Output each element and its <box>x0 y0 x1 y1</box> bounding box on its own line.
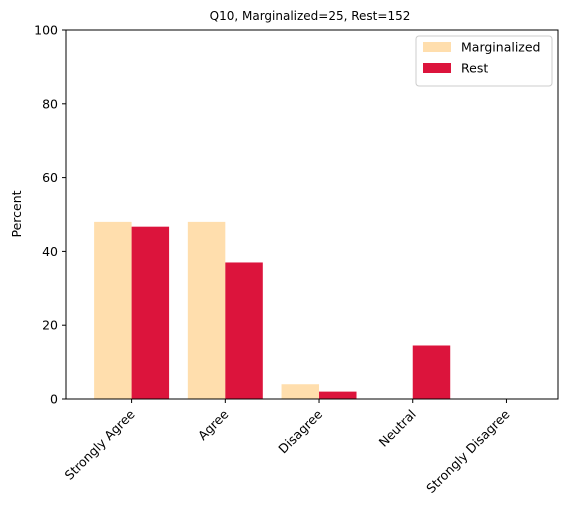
x-tick-label: Disagree <box>275 406 325 456</box>
plot-frame <box>65 29 559 400</box>
legend-swatch-marginalized <box>423 42 451 52</box>
bar-rest-0 <box>131 226 170 399</box>
legend-swatch-rest <box>423 63 451 73</box>
bars-group <box>94 221 451 399</box>
legend: Marginalized Rest <box>415 35 553 87</box>
bar-marginalized-1 <box>187 221 226 399</box>
y-tick-label: 0 <box>50 392 58 407</box>
x-tick-label: Neutral <box>376 407 419 450</box>
y-tick-label: 80 <box>42 96 58 111</box>
bar-marginalized-2 <box>281 384 320 399</box>
bar-marginalized-0 <box>94 221 132 399</box>
y-tick-label: 60 <box>42 170 58 185</box>
y-tick-label: 20 <box>42 318 58 333</box>
bar-rest-1 <box>225 262 263 399</box>
x-tick-label: Agree <box>195 406 232 443</box>
x-tick-label: Strongly Agree <box>62 406 138 482</box>
legend-label-marginalized: Marginalized <box>461 40 541 55</box>
bar-rest-2 <box>319 391 357 399</box>
y-axis-label: Percent <box>9 190 24 237</box>
x-tick-label: Strongly Disagree <box>423 406 513 496</box>
chart-title: Q10, Marginalized=25, Rest=152 <box>210 9 411 23</box>
y-tick-label: 100 <box>34 23 58 38</box>
legend-label-rest: Rest <box>461 61 488 76</box>
x-axis: Strongly Agree Agree Disagree Neutral Strong… <box>62 399 513 496</box>
bar-rest-3 <box>412 345 451 399</box>
y-tick-label: 40 <box>42 244 58 259</box>
y-axis: 0 20 40 60 80 100 <box>34 23 66 407</box>
